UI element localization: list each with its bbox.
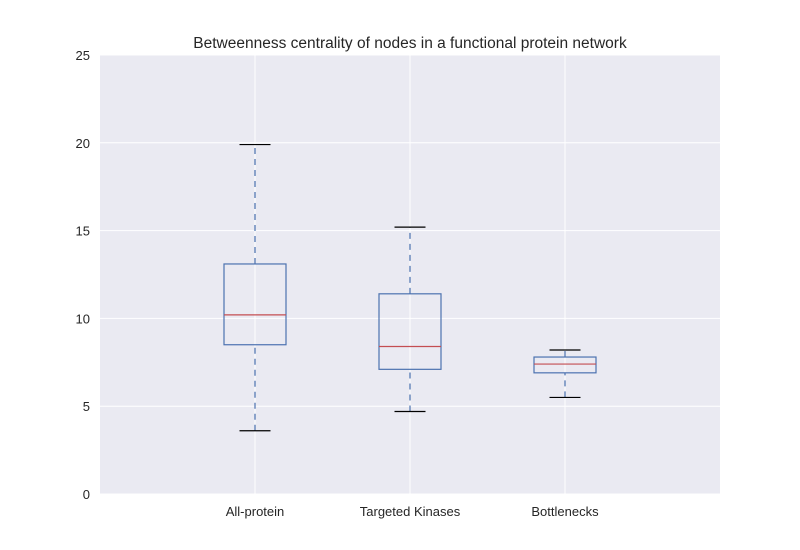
y-tick-label: 0: [83, 487, 90, 502]
y-tick-label: 10: [76, 311, 90, 326]
box: [223, 263, 287, 346]
y-tick-label: 15: [76, 224, 90, 239]
x-tick-label: Bottlenecks: [531, 504, 599, 519]
x-tick-label: All-protein: [226, 504, 285, 519]
x-tick-label: Targeted Kinases: [360, 504, 461, 519]
y-tick-label: 20: [76, 136, 90, 151]
y-tick-label: 25: [76, 48, 90, 63]
chart-title: Betweenness centrality of nodes in a fun…: [193, 35, 627, 52]
boxes-group: [223, 143, 597, 432]
box-group: [533, 349, 597, 399]
box-group: [223, 143, 287, 432]
box: [378, 293, 442, 370]
box-group: [378, 226, 442, 413]
y-tick-label: 5: [83, 399, 90, 414]
x-tick-labels: All-protein Targeted Kinases Bottlenecks: [226, 504, 599, 519]
box: [533, 356, 597, 374]
y-tick-labels: 0 5 10 15 20 25: [76, 48, 90, 502]
